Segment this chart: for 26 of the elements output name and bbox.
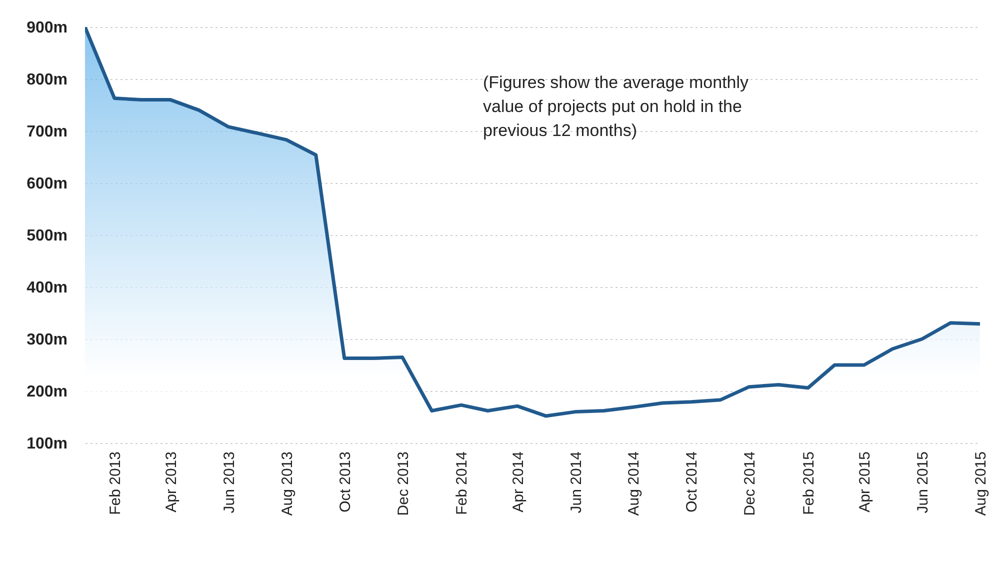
y-tick-label: 800m [26,72,68,88]
x-tick-label: Feb 2015 [800,452,818,515]
x-tick-label: Dec 2014 [742,452,759,516]
x-tick-label: Apr 2013 [163,452,180,512]
y-tick-label: 300m [26,332,68,348]
annotation: (Figures show the average monthly value of projects put on hold in the previous 12 months) [483,73,750,140]
y-tick-label: 900m [26,20,68,36]
y-tick-label: 700m [26,124,68,140]
x-tick-label: Feb 2013 [106,452,124,515]
x-tick-label: Jun 2013 [220,452,238,514]
x-tick-label: Oct 2014 [684,452,701,512]
x-tick-label: Jun 2014 [568,452,585,514]
x-tick-label: Apr 2014 [510,452,527,512]
y-tick-label: 100m [26,436,68,452]
x-tick-label: Aug 2014 [626,452,643,516]
y-tick-label: 200m [26,384,68,400]
y-tick-label: 600m [26,176,68,192]
x-tick-label: Dec 2013 [394,452,412,516]
x-tick-label: Feb 2014 [454,452,471,515]
y-tick-label: 500m [26,228,68,244]
x-tick-label: Apr 2015 [856,452,874,512]
x-tick-label: Oct 2013 [336,452,354,512]
x-tick-label: Jun 2015 [914,452,932,514]
x-tick-label: Aug 2013 [278,452,296,516]
x-tick-label: Aug 2015 [972,452,990,516]
y-tick-label: 400m [26,280,68,296]
